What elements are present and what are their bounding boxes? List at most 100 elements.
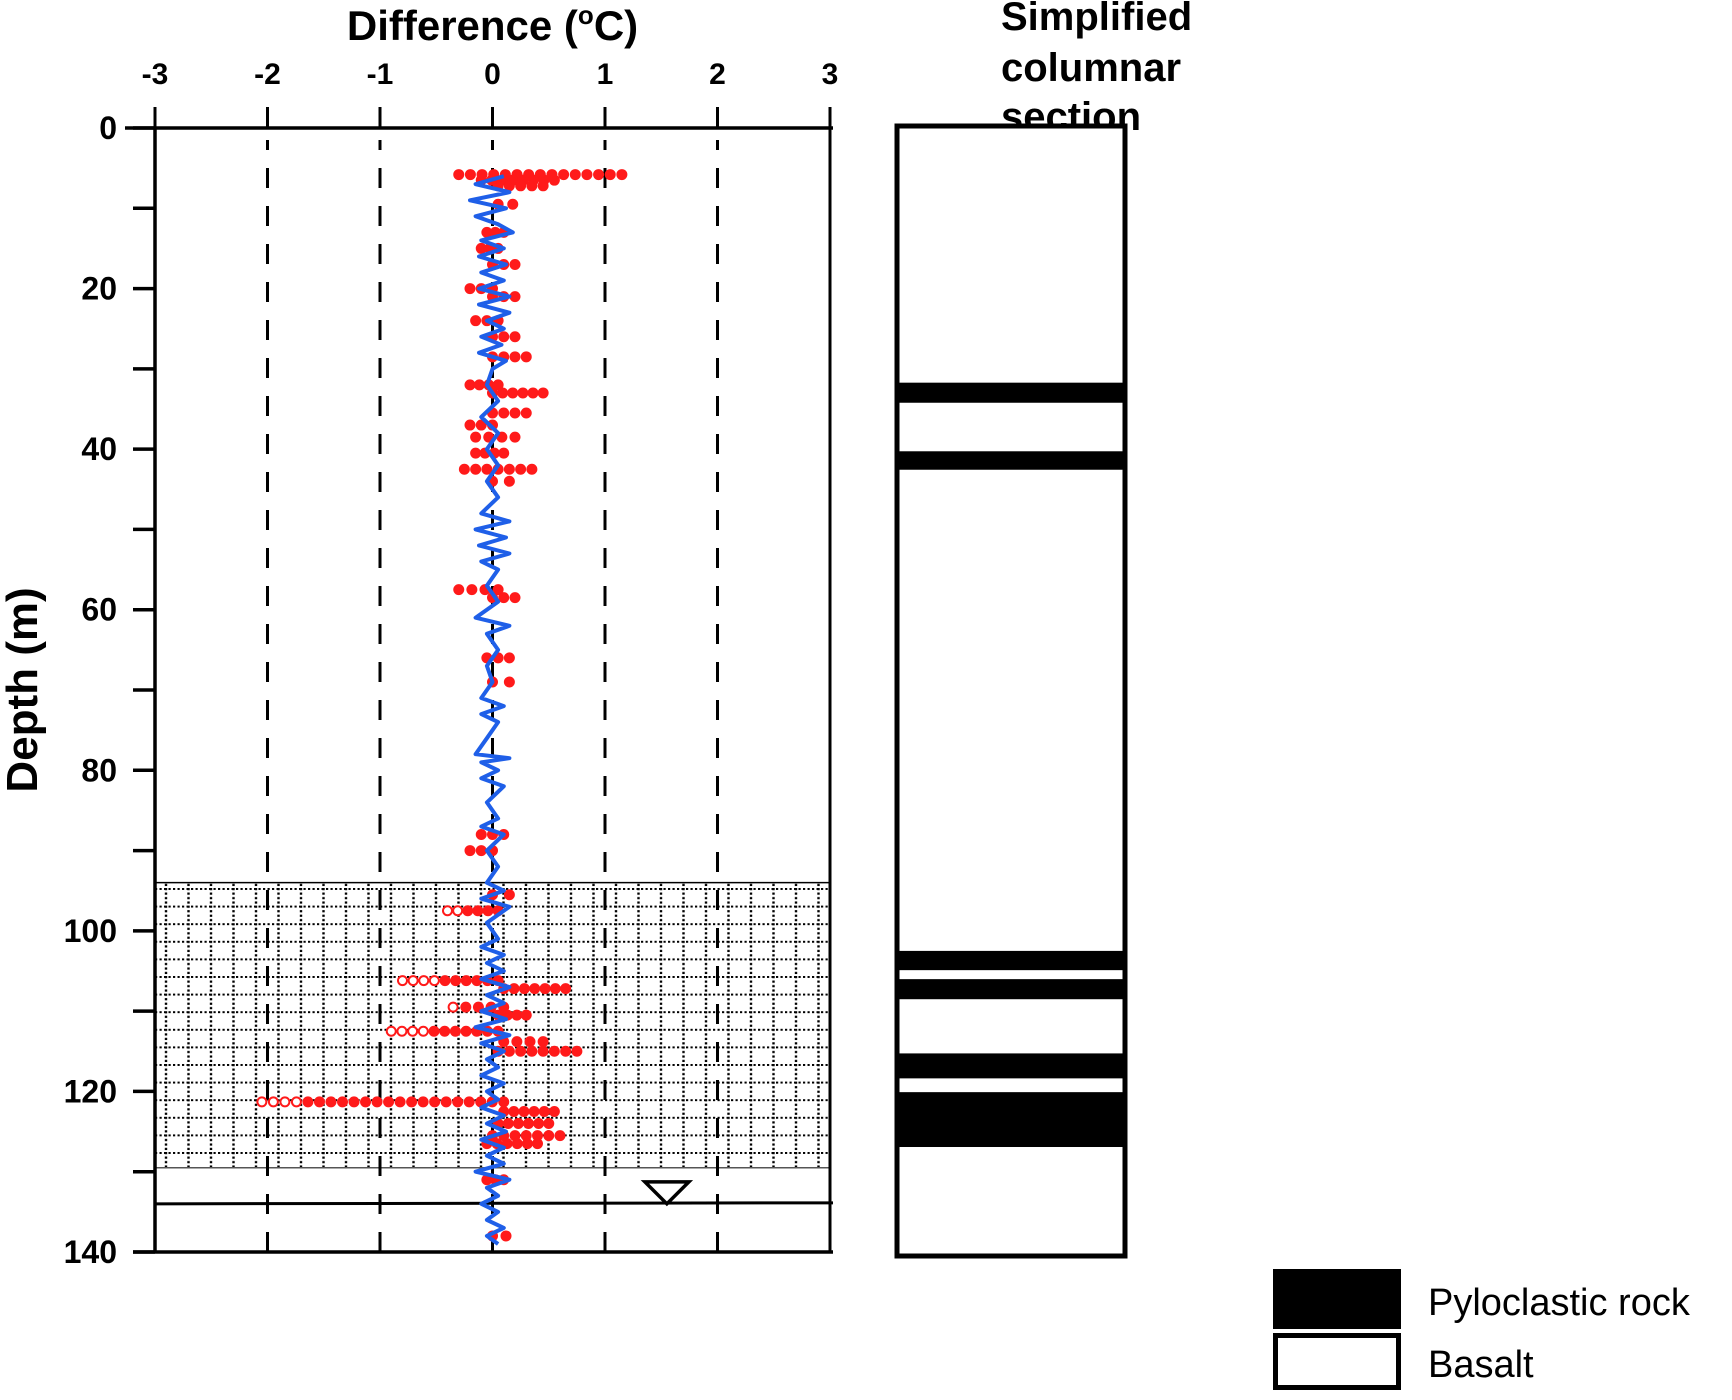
data-point (492, 379, 504, 391)
data-point (509, 351, 521, 363)
data-point (452, 1096, 464, 1108)
data-point (492, 584, 504, 596)
chart-title-main: Difference ( (347, 2, 578, 49)
data-point (470, 447, 482, 459)
data-point (528, 1106, 540, 1117)
y-tick-label: 60 (81, 592, 117, 628)
data-point (518, 1106, 530, 1117)
data-point (538, 1106, 550, 1117)
data-point (503, 180, 515, 192)
data-point (527, 387, 539, 399)
data-point (407, 975, 419, 987)
data-point (464, 419, 476, 431)
data-point (417, 1096, 429, 1108)
data-point (593, 169, 605, 181)
data-point (503, 1045, 515, 1057)
data-point (518, 983, 530, 995)
layer-basalt (897, 126, 1125, 383)
column-section-title: Simplified columnar section (1001, 0, 1192, 139)
x-tick-label: 1 (597, 58, 614, 91)
legend-label-pyloclastic: Pyloclastic rock (1428, 1282, 1691, 1324)
data-point (558, 169, 570, 181)
data-point (348, 1096, 360, 1108)
data-point (439, 975, 451, 987)
data-point (548, 1045, 560, 1057)
data-point (447, 1001, 459, 1013)
column-frame (894, 123, 1128, 1259)
data-point (325, 1096, 337, 1108)
point-run (453, 584, 504, 596)
data-point (482, 905, 494, 917)
data-point (509, 407, 521, 419)
x-tick-label: 2 (709, 58, 726, 91)
data-point (520, 407, 532, 419)
data-point (543, 1130, 555, 1142)
layer-pyloclastic (897, 950, 1125, 971)
y-tick-label: 100 (64, 913, 117, 949)
data-point (371, 1096, 383, 1108)
data-point (463, 1096, 475, 1108)
layer-basalt (897, 1078, 1125, 1093)
point-run (487, 407, 532, 419)
chart-title-end: C) (594, 2, 638, 49)
data-point (417, 1025, 429, 1037)
x-tick-label: 0 (484, 58, 501, 91)
data-point (460, 1025, 472, 1037)
data-point (509, 331, 521, 343)
data-point (453, 584, 465, 596)
data-point (509, 592, 521, 604)
data-point (537, 1036, 549, 1048)
point-run (498, 1106, 560, 1117)
data-point (503, 475, 515, 487)
data-point (511, 1036, 523, 1048)
water-level-line (154, 1201, 834, 1206)
data-point (509, 431, 521, 443)
data-point (418, 975, 430, 987)
data-point (507, 198, 519, 210)
data-point (524, 1036, 536, 1048)
data-point (537, 1045, 549, 1057)
layer-basalt (897, 999, 1125, 1054)
data-point (449, 1025, 461, 1037)
x-tick-label: -2 (254, 58, 281, 91)
data-point (458, 463, 470, 475)
data-point (508, 1106, 520, 1117)
data-point (508, 983, 520, 995)
data-point (407, 1025, 419, 1037)
data-point (464, 169, 476, 181)
data-point (521, 1138, 533, 1150)
point-run (256, 1096, 510, 1108)
data-point (511, 1138, 523, 1150)
data-point (385, 1025, 397, 1037)
data-point (502, 1118, 514, 1130)
data-point (452, 905, 464, 917)
x-tick-label: -1 (367, 58, 394, 91)
y-axis-label: Depth (m) (0, 587, 47, 792)
data-point (500, 1230, 512, 1242)
data-point (406, 1096, 418, 1108)
point-run (458, 463, 538, 475)
data-point (429, 1096, 441, 1108)
point-run (442, 905, 504, 917)
data-point (571, 1045, 583, 1057)
data-point (290, 1096, 302, 1108)
data-point (511, 1009, 523, 1021)
data-point (440, 1096, 452, 1108)
water-level-marker-icon (640, 1180, 694, 1207)
data-point (515, 463, 527, 475)
data-point (279, 1096, 291, 1108)
data-point (509, 258, 521, 270)
blue-profile-line (468, 174, 515, 1246)
data-point (560, 1045, 572, 1057)
legend-swatch-pyloclastic (1273, 1269, 1401, 1329)
data-point (498, 447, 510, 459)
data-point (517, 387, 529, 399)
data-point (439, 1025, 451, 1037)
data-point (472, 905, 484, 917)
data-point (256, 1096, 268, 1108)
data-point (473, 379, 485, 391)
data-point (428, 1025, 440, 1037)
legend-label-basalt: Basalt (1428, 1344, 1534, 1386)
data-point (503, 463, 515, 475)
data-point (460, 1001, 472, 1013)
